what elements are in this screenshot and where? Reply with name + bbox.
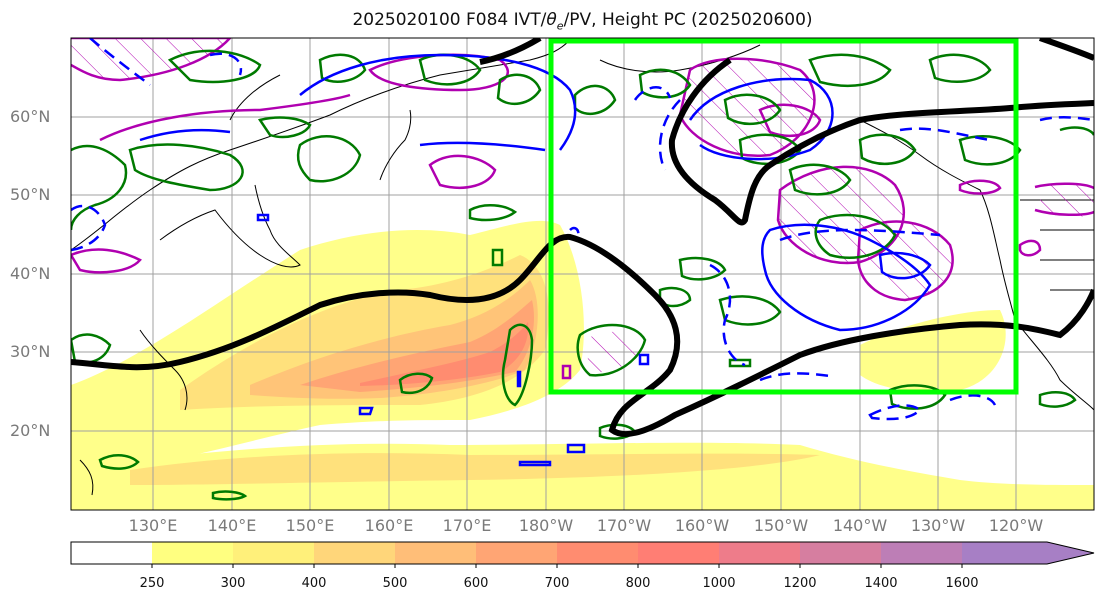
colorbar-label-700: 700 (544, 576, 570, 591)
lon-label-150e: 150°E (285, 516, 335, 535)
title-theta: θ (546, 10, 557, 30)
height-pc-contours (71, 38, 1094, 437)
title-main: 2025020100 F084 IVT/ (352, 10, 547, 30)
lon-label-130e: 130°E (128, 516, 178, 535)
colorbar-label-400: 400 (301, 576, 327, 591)
map-frame (70, 37, 1095, 511)
colorbar-label-250: 250 (139, 576, 165, 591)
lon-label-140w: 140°W (832, 516, 888, 535)
map-title: 2025020100 F084 IVT/θe/PV, Height PC (20… (0, 10, 1105, 32)
lon-label-120w: 120°W (988, 516, 1044, 535)
colorbar (70, 541, 1095, 568)
colorbar-label-500: 500 (382, 576, 408, 591)
colorbar-label-600: 600 (463, 576, 489, 591)
colorbar-label-800: 800 (625, 576, 651, 591)
lon-label-170w: 170°W (596, 516, 652, 535)
colorbar-label-1200: 1200 (783, 576, 817, 591)
ivt-contours-dashed (71, 38, 1094, 421)
lat-label-40n: 40°N (10, 264, 51, 283)
lon-label-180w: 180°W (518, 516, 574, 535)
highlight-box (548, 38, 1019, 395)
lon-label-160w: 160°W (674, 516, 730, 535)
lon-label-170e: 170°E (442, 516, 492, 535)
title-theta-sub: e (556, 19, 564, 33)
lon-label-160e: 160°E (364, 516, 414, 535)
colorbar-label-1400: 1400 (864, 576, 898, 591)
lat-label-60n: 60°N (10, 107, 51, 126)
colorbar-label-1000: 1000 (702, 576, 736, 591)
title-rest: /PV, Height PC (2025020600) (563, 10, 813, 30)
lon-label-130w: 130°W (910, 516, 966, 535)
colorbar-label-1600: 1600 (945, 576, 979, 591)
ivt-shading (71, 220, 1094, 510)
colorbar-label-300: 300 (220, 576, 246, 591)
lat-label-50n: 50°N (10, 185, 51, 204)
lat-label-20n: 20°N (10, 421, 51, 440)
lon-label-150w: 150°W (753, 516, 809, 535)
lon-label-140e: 140°E (207, 516, 257, 535)
lat-label-30n: 30°N (10, 342, 51, 361)
